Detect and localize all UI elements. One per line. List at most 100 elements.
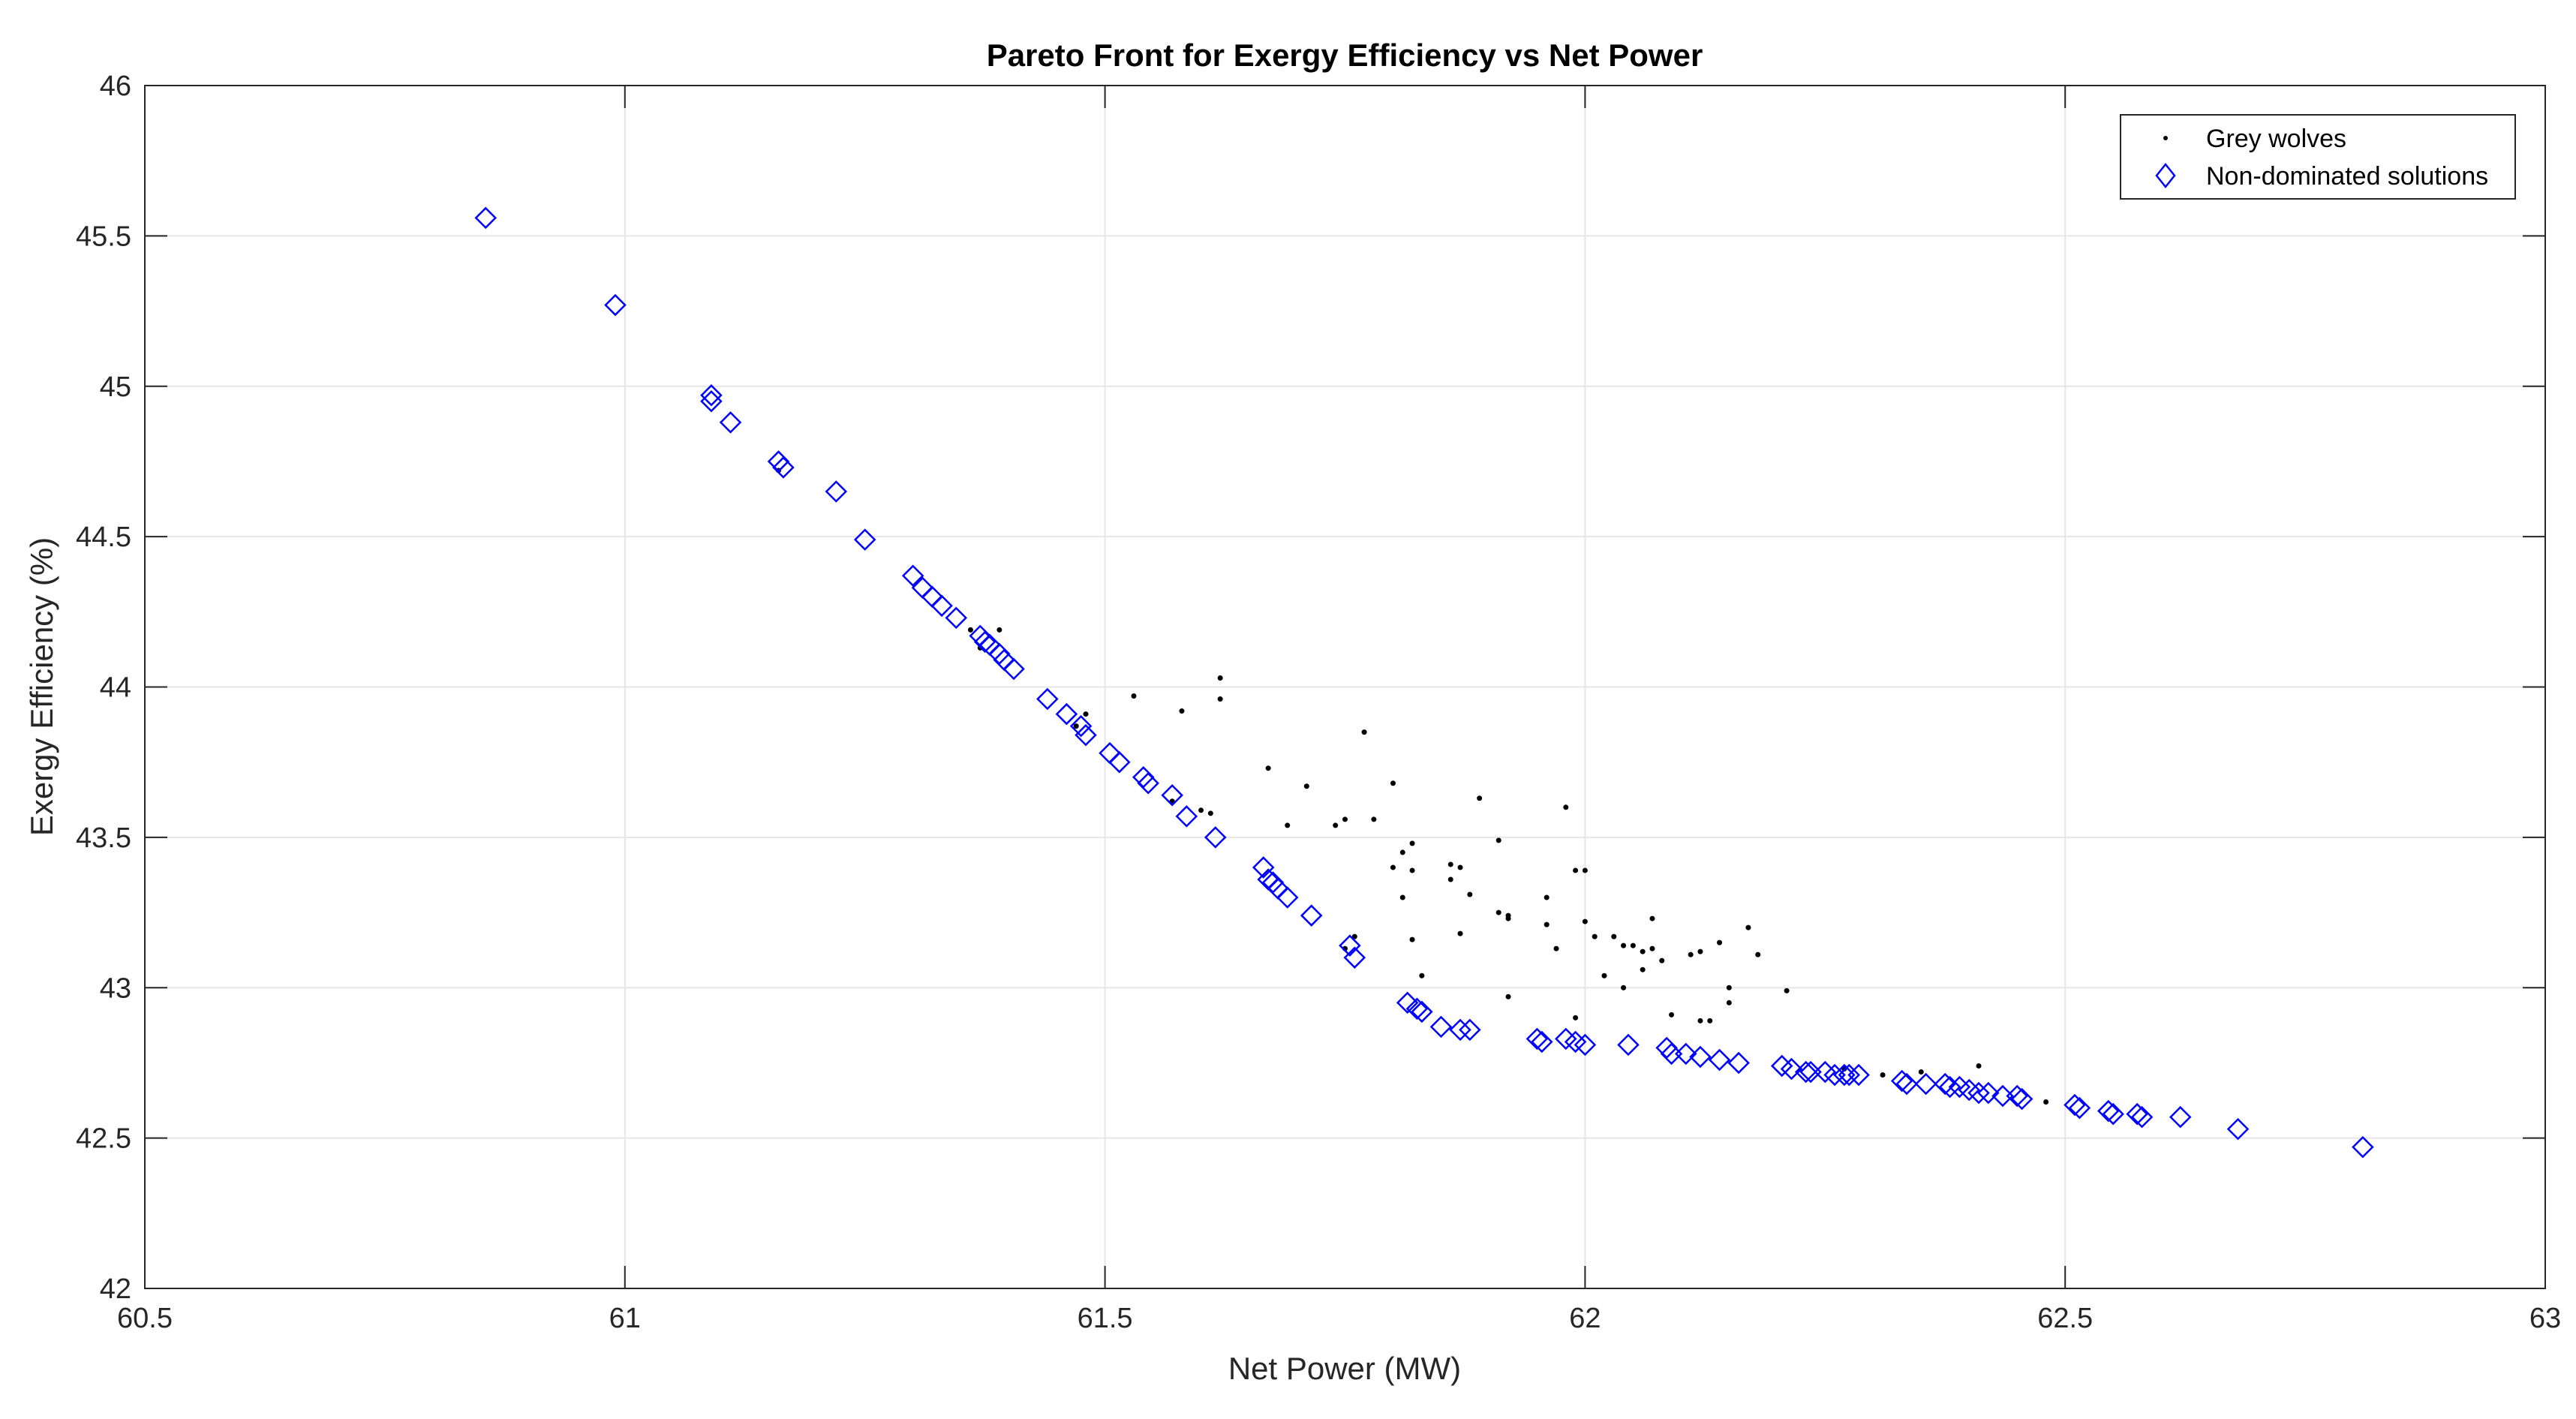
non-dominated-point [2226, 1117, 2250, 1141]
non-dominated-point [474, 206, 497, 230]
grey-wolf-point [1697, 949, 1703, 955]
grey-wolf-point [1179, 708, 1185, 714]
grey-wolf-point [1505, 915, 1511, 921]
x-tick-label: 60.5 [117, 1303, 173, 1334]
non-dominated-point [1838, 1063, 1861, 1087]
y-axis-title: Exergy Efficiency (%) [24, 537, 59, 836]
grey-wolf-point [1265, 765, 1271, 771]
x-axis-title: Net Power (MW) [1228, 1351, 1461, 1386]
legend: Grey wolves Non-dominated solutions [2120, 114, 2516, 200]
non-dominated-point [1252, 856, 1275, 879]
grey-wolf-point [1073, 723, 1079, 729]
grey-wolf-point [1649, 915, 1655, 921]
non-dominated-point [930, 594, 953, 618]
grey-wolf-point [1457, 930, 1463, 936]
non-dominated-point [1459, 1018, 1481, 1042]
non-dominated-point [2064, 1093, 2086, 1117]
y-tick-label: 45.5 [76, 221, 131, 252]
grey-wolf-point [967, 627, 973, 633]
non-dominated-point [1531, 1030, 1553, 1054]
non-dominated-point [1449, 1018, 1471, 1042]
non-dominated-point [1069, 714, 1093, 738]
grey-wolf-point [1447, 876, 1453, 882]
grey-wolf-point [1399, 849, 1405, 855]
non-dominated-point [1617, 1033, 1640, 1057]
grey-wolf-point [1198, 807, 1204, 813]
non-dominated-point [2006, 1084, 2028, 1108]
non-dominated-point [1934, 1072, 1957, 1096]
non-dominated-point [700, 390, 723, 413]
grey-wolf-point [1409, 936, 1415, 942]
grey-wolf-point [1505, 994, 1511, 1000]
x-tick-label: 61.5 [1078, 1303, 1133, 1334]
y-tick-labels: 42 42.5 43 43.5 44 44.5 45 45.5 46 [76, 71, 131, 1305]
non-dominated-point [1204, 826, 1227, 849]
y-tick-label: 42.5 [76, 1123, 131, 1155]
chart-title: Pareto Front for Exergy Efficiency vs Ne… [987, 38, 1703, 73]
non-dominated-point [1343, 946, 1366, 969]
grey-wolf-point [1669, 1012, 1675, 1018]
x-tick-label: 63 [2529, 1303, 2561, 1334]
non-dominated-point [1396, 991, 1419, 1015]
grey-wolf-point [1573, 1015, 1579, 1021]
non-dominated-point [901, 564, 924, 587]
non-dominated-point [2352, 1135, 2374, 1159]
non-dominated-point [1833, 1063, 1856, 1087]
grey-wolf-point [1371, 816, 1377, 822]
legend-grey-wolves-label: Grey wolves [2206, 125, 2346, 153]
non-dominated-point [1847, 1063, 1870, 1087]
grey-wolf-point [1573, 867, 1579, 873]
y-tick-label: 44 [100, 672, 131, 704]
non-dominated-point [1300, 904, 1323, 927]
grey-wolf-point [1640, 967, 1646, 973]
x-tick-labels: 60.5 61 61.5 62 62.5 63 [117, 1303, 2561, 1334]
grey-wolf-point [1285, 822, 1291, 828]
axes-box [144, 85, 2546, 1289]
non-dominated-point [2130, 1105, 2154, 1129]
non-dominated-point [1075, 723, 1097, 747]
grey-wolf-point [1553, 945, 1559, 952]
non-dominated-point [1429, 1015, 1453, 1039]
grey-wolf-point [1918, 1069, 1924, 1075]
grey-wolf-point [1688, 952, 1694, 958]
grey-wolf-point [1543, 894, 1550, 900]
non-dominated-point [1055, 702, 1078, 726]
grey-wolf-point [1592, 933, 1598, 939]
non-dominated-point [1780, 1057, 1803, 1081]
grey-wolf-point [1303, 783, 1309, 789]
y-tick-label: 42 [100, 1273, 131, 1305]
grey-wolf-point [1477, 795, 1483, 801]
grey-wolf-point [1390, 864, 1396, 870]
grey-wolf-point [1447, 861, 1453, 867]
non-dominated-point [973, 630, 996, 654]
grey-wolf-point [1409, 867, 1415, 873]
grey-wolf-point [1333, 822, 1339, 828]
non-dominated-point [700, 384, 723, 407]
grey-wolf-point [996, 627, 1002, 633]
non-dominated-point [1799, 1060, 1822, 1084]
non-dominated-point [1938, 1075, 1961, 1099]
legend-grey-wolves-marker [2163, 136, 2168, 140]
non-dominated-point [604, 293, 627, 317]
grey-wolf-point [1630, 942, 1636, 949]
non-dominated-point [2169, 1105, 2192, 1129]
non-dominated-point [1914, 1072, 1937, 1096]
grey-wolf-point [1611, 933, 1617, 939]
grey-wolf-point [1131, 693, 1137, 699]
non-dominated-point [945, 606, 968, 630]
grey-wolves-series [776, 467, 2049, 1105]
non-dominated-point [1823, 1063, 1846, 1087]
grey-wolf-point [1217, 696, 1223, 702]
grey-wolf-point [1745, 924, 1751, 930]
non-dominated-point [1727, 1051, 1750, 1075]
non-dominated-point [825, 480, 848, 503]
grey-wolf-point [1659, 958, 1665, 964]
non-dominated-point [1794, 1060, 1817, 1084]
non-dominated-point [1002, 657, 1025, 681]
grey-wolf-point [1495, 837, 1501, 843]
x-tick-label: 62 [1569, 1303, 1601, 1334]
non-dominated-point [1660, 1042, 1683, 1066]
legend-non-dominated-marker [2155, 162, 2176, 189]
y-tick-label: 45 [100, 371, 131, 403]
